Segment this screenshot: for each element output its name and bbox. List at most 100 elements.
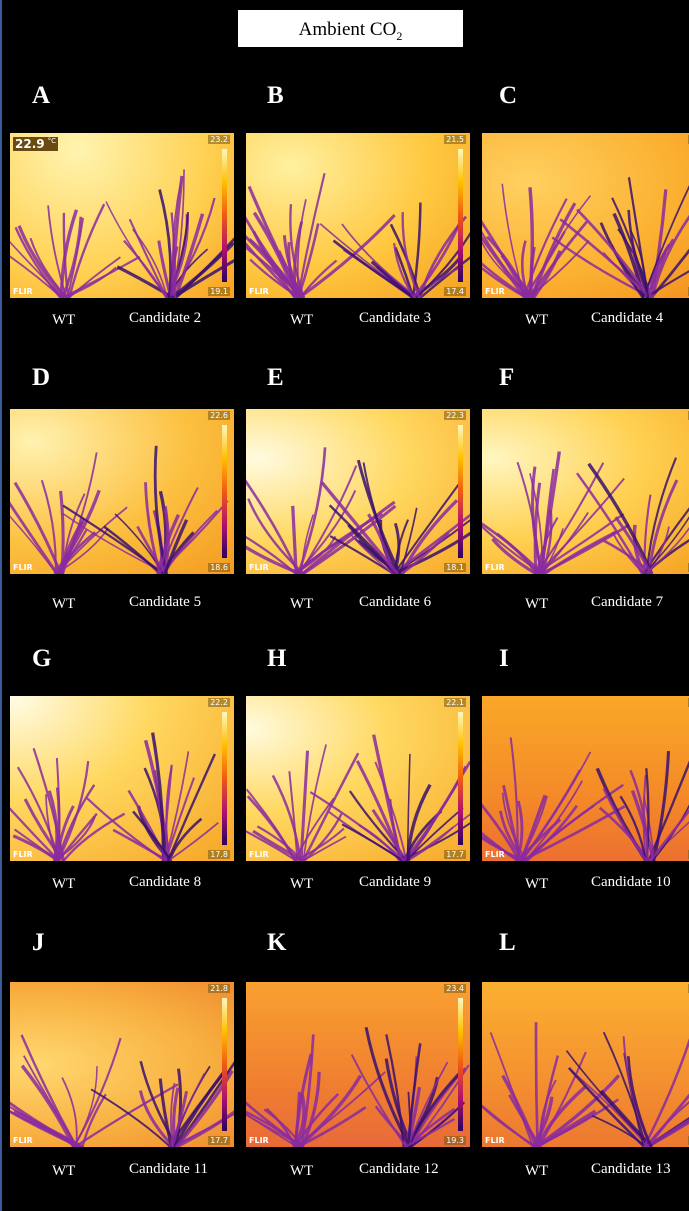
flir-logo: FLIR [249,563,269,572]
label-candidate: Candidate 12 [359,1161,439,1178]
leaf [654,751,669,861]
scale-min: 17.4 [444,287,466,296]
scale-min: 17.7 [444,850,466,859]
label-wt: WT [52,596,75,613]
plants [246,982,470,1147]
flir-logo: FLIR [13,287,33,296]
scale-bar [222,425,227,558]
plants [482,409,689,574]
panel-letter: A [32,82,50,110]
label-wt: WT [290,312,313,329]
label-wt: WT [52,1163,75,1180]
scale-min: 19.1 [208,287,230,296]
scale-max: 22.2 [208,698,230,707]
label-candidate: Candidate 3 [359,310,431,327]
panel-letter: B [267,82,284,110]
label-candidate: Candidate 6 [359,594,431,611]
label-candidate: Candidate 9 [359,874,431,891]
plants [482,982,689,1147]
label-wt: WT [290,596,313,613]
label-candidate: Candidate 4 [591,310,663,327]
scale-bar [458,425,463,558]
scale-bar [458,998,463,1131]
title: Ambient CO [299,19,397,40]
plants [10,133,234,298]
scale-min: 18.6 [208,563,230,572]
leaf [577,210,650,298]
leaf [22,1066,74,1147]
label-wt: WT [525,1163,548,1180]
leaf [536,1022,538,1147]
scale-max: 23.4 [444,984,466,993]
flir-logo: FLIR [485,850,505,859]
thermal-image: 2319FLIR [482,696,689,861]
scale-min: 17.7 [208,1136,230,1145]
spot-value: 22.9 [15,137,45,151]
scale-max: 21.5 [444,135,466,144]
scale-min: 17.8 [208,850,230,859]
scale-max: 23.2 [208,135,230,144]
leaf [296,490,356,574]
thermal-image: 2319FLIR [482,982,689,1147]
panel-letter: L [499,929,516,957]
thermal-image: 21.5 17.4 FLIR [246,133,470,298]
label-candidate: Candidate 13 [591,1161,671,1178]
title-box: Ambient CO2 [238,10,463,47]
leaf [644,1030,689,1147]
leaf [299,215,395,298]
label-wt: WT [525,876,548,893]
flir-logo: FLIR [249,1136,269,1145]
scale-bar [222,712,227,845]
scale-bar [458,149,463,282]
panel-letter: I [499,645,509,673]
flir-logo: FLIR [485,563,505,572]
thermal-image: 22.3 18.1 FLIR [246,409,470,574]
label-candidate: Candidate 2 [129,310,201,327]
plants [10,696,234,861]
panel-letter: D [32,364,50,392]
panel-letter: H [267,645,286,673]
label-candidate: Candidate 10 [591,874,671,891]
leaf [69,257,121,298]
label-wt: WT [52,876,75,893]
scale-bar [222,149,227,282]
leaf [298,173,325,298]
figure: Ambient CO2 A 23.2 19.1 FLIR 22.9°C WT Candida… [0,0,689,1211]
flir-logo: FLIR [249,850,269,859]
spot-temp: 22.9°C [13,137,58,151]
label-candidate: Candidate 11 [129,1161,208,1178]
thermal-image: 2218FLIR [482,409,689,574]
label-candidate: Candidate 5 [129,594,201,611]
thermal-image: 21.8 17.7 FLIR [10,982,234,1147]
panel-letter: G [32,645,51,673]
thermal-image: 23.4 19.3 FLIR [246,982,470,1147]
scale-min: 18.1 [444,563,466,572]
leaf [160,190,171,298]
label-candidate: Candidate 7 [591,594,663,611]
thermal-image: 2218FLIR [482,133,689,298]
scale-max: 22.6 [208,411,230,420]
label-wt: WT [52,312,75,329]
panel-letter: E [267,364,284,392]
flir-logo: FLIR [249,287,269,296]
thermal-image: 23.2 19.1 FLIR 22.9°C [10,133,234,298]
plants [246,696,470,861]
plants [482,696,689,861]
panel-letter: F [499,364,514,392]
plants [246,133,470,298]
flir-logo: FLIR [485,1136,505,1145]
scale-max: 21.8 [208,984,230,993]
flir-logo: FLIR [13,1136,33,1145]
flir-logo: FLIR [13,850,33,859]
plants [10,409,234,574]
plants [246,409,470,574]
scale-bar [458,712,463,845]
thermal-image: 22.618.6FLIR [10,409,234,574]
leaf [246,471,299,574]
scale-max: 22.3 [444,411,466,420]
flir-logo: FLIR [485,287,505,296]
plants [10,982,234,1147]
plants [482,133,689,298]
scale-min: 19.3 [444,1136,466,1145]
panel-letter: K [267,929,286,957]
